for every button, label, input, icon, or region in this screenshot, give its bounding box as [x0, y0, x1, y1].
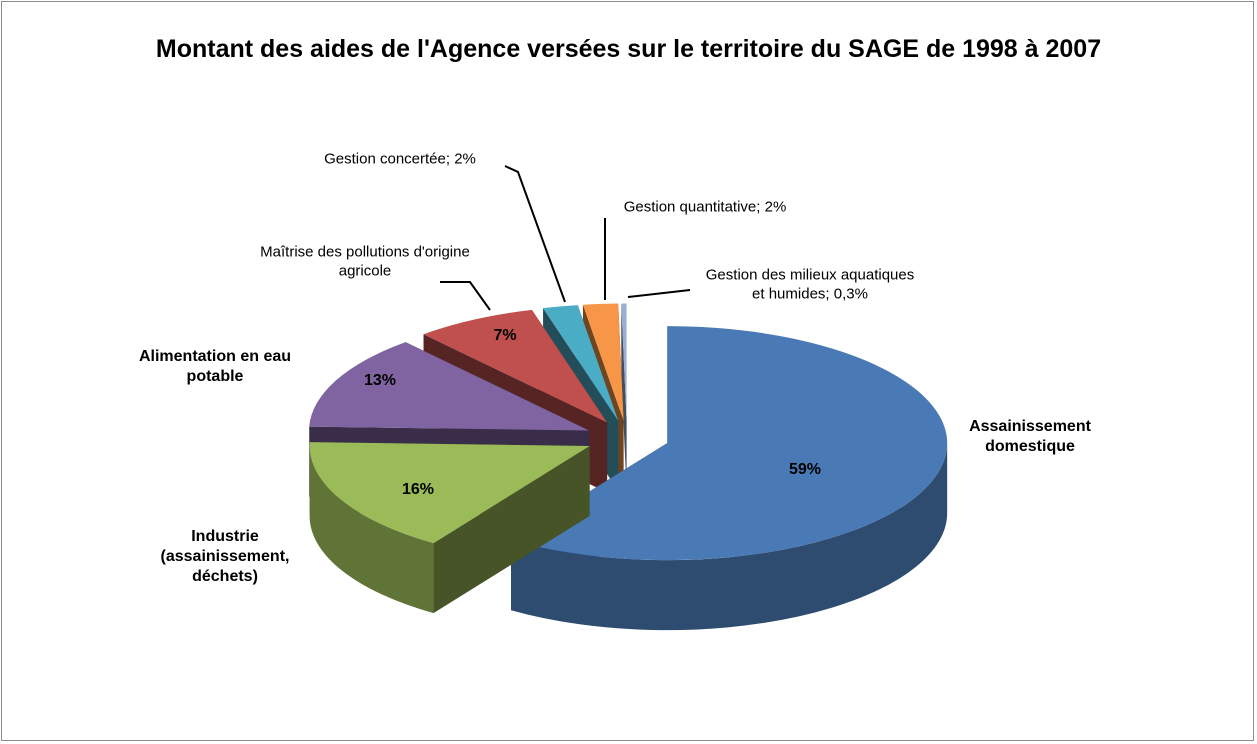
label-separator: ;: [445, 150, 455, 168]
value-label: 7%: [493, 327, 517, 344]
value-label: 16%: [401, 481, 435, 498]
category-name: Maîtrise des pollutions d'origine agrico…: [260, 243, 470, 279]
slice-top: [309, 442, 590, 544]
value-label: 2%: [454, 150, 476, 168]
slice: [511, 326, 948, 631]
value-label-box: 13%: [364, 371, 396, 391]
slice-label: Assainissement domestique: [945, 417, 1115, 457]
slice: [309, 442, 590, 614]
value-label-box: 59%: [789, 460, 821, 480]
category-name: Gestion des milieux aquatiques et humide…: [705, 266, 915, 302]
value-label: 0,3%: [833, 285, 868, 302]
category-name: Industrie (assainissement, déchets): [160, 528, 290, 585]
value-label: 59%: [788, 461, 822, 478]
slice-label: Gestion quantitative; 2%: [575, 199, 835, 218]
category-name: Assainissement domestique: [969, 418, 1091, 455]
slice-label: Industrie (assainissement, déchets): [140, 527, 310, 587]
slice-top: [511, 326, 948, 561]
label-separator: ;: [825, 285, 834, 302]
leader-line: [440, 281, 491, 311]
chart-title: Montant des aides de l'Agence versées su…: [155, 35, 1102, 63]
value-label: 13%: [363, 372, 397, 389]
value-label: 2%: [764, 198, 787, 216]
slice-side: [621, 303, 627, 491]
slice-label: Gestion concertée; 2%: [270, 151, 530, 170]
category-name: Gestion concertée: [324, 150, 446, 168]
slice-label: Maîtrise des pollutions d'origine agrico…: [250, 243, 480, 281]
slice-top: [423, 309, 608, 423]
slice-top: [582, 303, 624, 421]
slice-top: [309, 342, 590, 431]
slice-label: Alimentation en eau potable: [130, 347, 300, 387]
slice-wall: [511, 443, 948, 631]
slice-top: [543, 305, 619, 421]
category-name: Alimentation en eau potable: [138, 348, 292, 385]
label-separator: ;: [756, 198, 765, 216]
value-label-box: 7%: [493, 326, 516, 346]
slice-wall: [309, 445, 434, 614]
chart-title-box: Montant des aides de l'Agence versées su…: [0, 32, 1257, 67]
leader-line: [504, 165, 566, 303]
slice-label: Gestion des milieux aquatiques et humide…: [700, 266, 920, 304]
leader-line: [627, 289, 691, 298]
slice: [621, 303, 627, 491]
category-name: Gestion quantitative: [623, 198, 757, 216]
slice-top: [621, 303, 627, 421]
value-label-box: 16%: [402, 480, 434, 500]
